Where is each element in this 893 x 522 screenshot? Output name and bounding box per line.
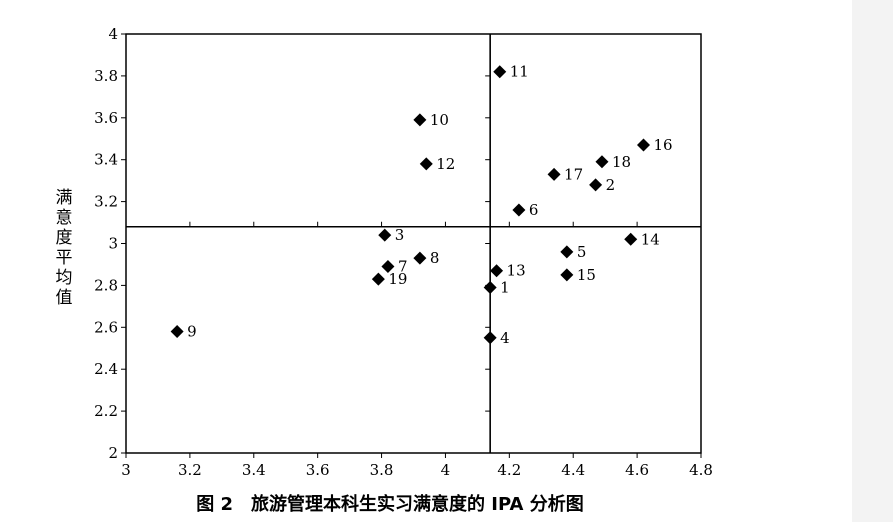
y-tick-label: 2.4 bbox=[94, 360, 118, 378]
point-label: 15 bbox=[577, 266, 596, 284]
point-label: 17 bbox=[564, 165, 583, 183]
point-marker bbox=[170, 324, 184, 338]
x-tick-label: 4 bbox=[441, 461, 451, 479]
point-marker bbox=[637, 138, 650, 152]
point-label: 10 bbox=[430, 111, 449, 129]
background-strip bbox=[852, 0, 893, 522]
point-label: 11 bbox=[510, 63, 529, 81]
point-label: 3 bbox=[395, 226, 405, 244]
point-label: 6 bbox=[529, 201, 539, 219]
point-marker bbox=[381, 260, 395, 274]
point-label: 4 bbox=[500, 329, 510, 347]
y-tick-label: 4 bbox=[108, 25, 118, 43]
plot-frame bbox=[125, 33, 702, 454]
y-tick-label: 2 bbox=[108, 444, 118, 462]
point-marker bbox=[589, 178, 603, 192]
y-tick-label: 3.2 bbox=[94, 193, 118, 211]
point-marker bbox=[413, 251, 427, 265]
point-marker bbox=[490, 264, 504, 278]
point-marker bbox=[512, 203, 526, 217]
x-tick-label: 4.8 bbox=[689, 461, 713, 479]
x-tick-label: 3.6 bbox=[306, 461, 330, 479]
x-tick-label: 4.6 bbox=[625, 461, 649, 479]
point-marker bbox=[595, 155, 609, 169]
point-marker bbox=[493, 65, 507, 79]
y-tick-label: 3.8 bbox=[94, 67, 118, 85]
y-tick-label: 3 bbox=[108, 235, 118, 253]
point-marker bbox=[413, 113, 427, 127]
point-marker bbox=[560, 268, 574, 282]
x-tick-label: 3.4 bbox=[242, 461, 266, 479]
point-marker bbox=[483, 331, 497, 345]
x-tick-label: 4.2 bbox=[497, 461, 521, 479]
y-axis-label: 满意度平均值 bbox=[55, 188, 73, 308]
figure-caption: 图 2 旅游管理本科生实习满意度的 IPA 分析图 bbox=[196, 494, 584, 515]
point-label: 2 bbox=[606, 176, 616, 194]
point-label: 8 bbox=[430, 249, 440, 267]
point-label: 9 bbox=[187, 322, 197, 340]
x-tick-label: 3.8 bbox=[370, 461, 394, 479]
point-marker bbox=[547, 167, 561, 181]
point-label: 7 bbox=[398, 258, 408, 276]
point-marker bbox=[378, 228, 392, 242]
point-label: 19 bbox=[388, 270, 407, 288]
point-label: 16 bbox=[654, 136, 673, 154]
point-label: 18 bbox=[612, 153, 631, 171]
x-tick-label: 3 bbox=[121, 461, 131, 479]
point-marker bbox=[483, 280, 497, 294]
x-tick-label: 4.4 bbox=[561, 461, 585, 479]
y-tick-label: 2.2 bbox=[94, 402, 118, 420]
y-tick-label: 3.4 bbox=[94, 151, 118, 169]
point-label: 14 bbox=[641, 230, 660, 248]
point-marker bbox=[624, 232, 638, 246]
point-marker bbox=[371, 272, 385, 286]
point-marker bbox=[419, 157, 433, 171]
point-label: 13 bbox=[507, 262, 526, 280]
y-tick-label: 2.8 bbox=[94, 276, 118, 294]
point-marker bbox=[560, 245, 574, 259]
y-tick-label: 3.6 bbox=[94, 109, 118, 127]
x-tick-label: 3.2 bbox=[178, 461, 202, 479]
y-tick-label: 2.6 bbox=[94, 318, 118, 336]
point-label: 1 bbox=[500, 278, 510, 296]
point-label: 12 bbox=[436, 155, 455, 173]
point-label: 5 bbox=[577, 243, 587, 261]
